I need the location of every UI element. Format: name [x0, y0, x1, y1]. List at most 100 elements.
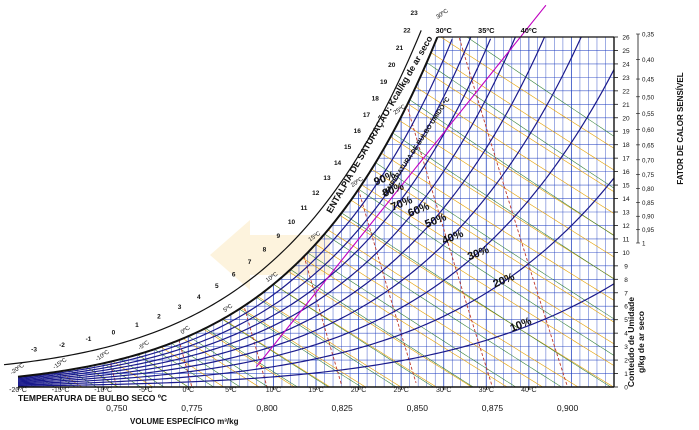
volume-line: [311, 37, 417, 384]
enthalpy-tick-label: 6: [232, 271, 236, 278]
enthalpy-tick-label: 9: [277, 233, 281, 240]
drybulb-tick-label: -20ºC: [9, 387, 27, 394]
volume-tick-label: 0,875: [482, 403, 504, 413]
wetbulb-line: [154, 349, 223, 387]
wetbulb-line: [120, 359, 172, 387]
humidity-tick-label: 4: [624, 331, 628, 338]
shf-tick-label: 0,95: [642, 227, 655, 234]
drybulb-tick-label: -5ºC: [139, 387, 153, 394]
enthalpy-line: [388, 37, 614, 198]
drybulb-tick-label: 5ºC: [225, 387, 237, 394]
volume-axis-label: VOLUME ESPECÍFICO m³/kg: [130, 417, 239, 426]
enthalpy-tick-label: 15: [344, 144, 352, 151]
shf-tick-label: 0,55: [642, 111, 655, 118]
drybulb-top-tick-label: 40ºC: [521, 26, 538, 35]
drybulb-top-tick-label: 35ºC: [478, 26, 495, 35]
drybulb-tick-label: 25ºC: [393, 387, 408, 394]
humidity-tick-label: 24: [622, 61, 630, 68]
enthalpy-tick-label: 7: [248, 259, 252, 266]
enthalpy-tick-label: 19: [380, 79, 388, 86]
rh-label: 30%: [466, 244, 491, 263]
volume-line: [383, 37, 494, 387]
rh-curve-70: [18, 38, 492, 381]
enthalpy-tick-label: 1: [135, 322, 139, 329]
drybulb-tick-label: -15ºC: [52, 387, 70, 394]
drybulb-tick-label: -10ºC: [94, 387, 112, 394]
rh-curve-40: [18, 37, 585, 384]
humidity-tick-label: 7: [624, 290, 628, 297]
rh-curve-80: [18, 37, 475, 380]
enthalpy-tick-label: 14: [334, 160, 342, 167]
shf-axis-label: FATOR DE CALOR SENSÍVEL: [676, 72, 685, 184]
volume-line: [456, 37, 568, 386]
shf-tick-label: 0,85: [642, 200, 655, 207]
shf-tick-label: 0,80: [642, 186, 655, 193]
wetbulb-line: [290, 269, 483, 387]
rh-curve-10: [18, 283, 614, 387]
rh-curve-50: [18, 37, 547, 383]
wetbulb-line: [239, 308, 372, 387]
wetbulb-tick-label: -10ºC: [94, 348, 111, 363]
enthalpy-tick-label: 13: [323, 175, 331, 182]
enthalpy-line: [422, 37, 614, 176]
enthalpy-tick-label: 0: [112, 330, 116, 337]
enthalpy-tick-label: 16: [354, 128, 362, 135]
humidity-tick-label: 18: [622, 142, 630, 149]
wetbulb-line: [375, 162, 614, 385]
humidity-tick-label: 15: [622, 183, 630, 190]
humidity-tick-label: 9: [624, 263, 628, 270]
shf-tick-label: 0,35: [642, 32, 655, 39]
enthalpy-tick-label: -2: [59, 342, 65, 349]
wetbulb-line: [392, 132, 614, 356]
volume-tick-label: 0,825: [332, 403, 354, 413]
humidity-tick-label: 8: [624, 277, 628, 284]
enthalpy-tick-label: 17: [363, 112, 371, 119]
humidity-tick-label: 5: [624, 317, 628, 324]
enthalpy-tick-label: -1: [86, 336, 92, 343]
shf-tick-label: 1: [642, 241, 646, 248]
enthalpy-tick-label: 5: [215, 283, 219, 290]
drybulb-tick-label: 10ºC: [266, 387, 281, 394]
enthalpy-tick-label: 8: [263, 246, 267, 253]
drybulb-top-tick-label: 30ºC: [435, 26, 452, 35]
drybulb-tick-label: 30ºC: [436, 387, 451, 394]
rh-curve-60: [18, 37, 517, 382]
humidity-tick-label: 23: [622, 75, 630, 82]
volume-tick-label: 0,850: [407, 403, 429, 413]
volume-line: [23, 37, 117, 385]
wetbulb-tick-label: -5ºC: [137, 339, 151, 352]
saturation-curve: [17, 36, 439, 378]
enthalpy-tick-label: 10: [288, 219, 296, 226]
humidity-tick-label: 3: [624, 344, 628, 351]
shr-line: [255, 4, 547, 368]
wetbulb-line: [307, 252, 525, 387]
wetbulb-tick-label: 30ºC: [435, 7, 450, 21]
rh-label: 50%: [423, 211, 448, 230]
volume-tick-label: 0,750: [106, 403, 128, 413]
humidity-tick-label: 16: [622, 169, 630, 176]
enthalpy-tick-label: 23: [410, 10, 418, 17]
humidity-tick-label: 20: [622, 115, 630, 122]
shf-tick-label: 0,70: [642, 157, 655, 164]
humidity-axis-label-2: g/kg de ar seco: [636, 311, 646, 373]
shf-tick-label: 0,90: [642, 214, 655, 221]
wetbulb-line: [426, 62, 614, 289]
enthalpy-line: [18, 225, 232, 387]
enthalpy-tick-label: 20: [388, 62, 396, 69]
enthalpy-tick-label: 18: [372, 95, 380, 102]
humidity-tick-label: 11: [623, 236, 630, 243]
enthalpy-tick-label: 11: [301, 205, 308, 212]
wetbulb-line: [358, 188, 614, 387]
rh-label: 20%: [491, 271, 516, 290]
wetbulb-line: [171, 342, 249, 387]
drybulb-tick-label: 0ºC: [183, 387, 195, 394]
shf-tick-label: 0,75: [642, 172, 655, 179]
shf-tick-label: 0,50: [642, 94, 655, 101]
shf-tick-label: 0,60: [642, 127, 655, 134]
enthalpy-tick-label: 2: [157, 314, 161, 321]
humidity-tick-label: 22: [622, 88, 630, 95]
enthalpy-tick-label: 4: [197, 294, 201, 301]
wetbulb-line: [273, 284, 444, 387]
